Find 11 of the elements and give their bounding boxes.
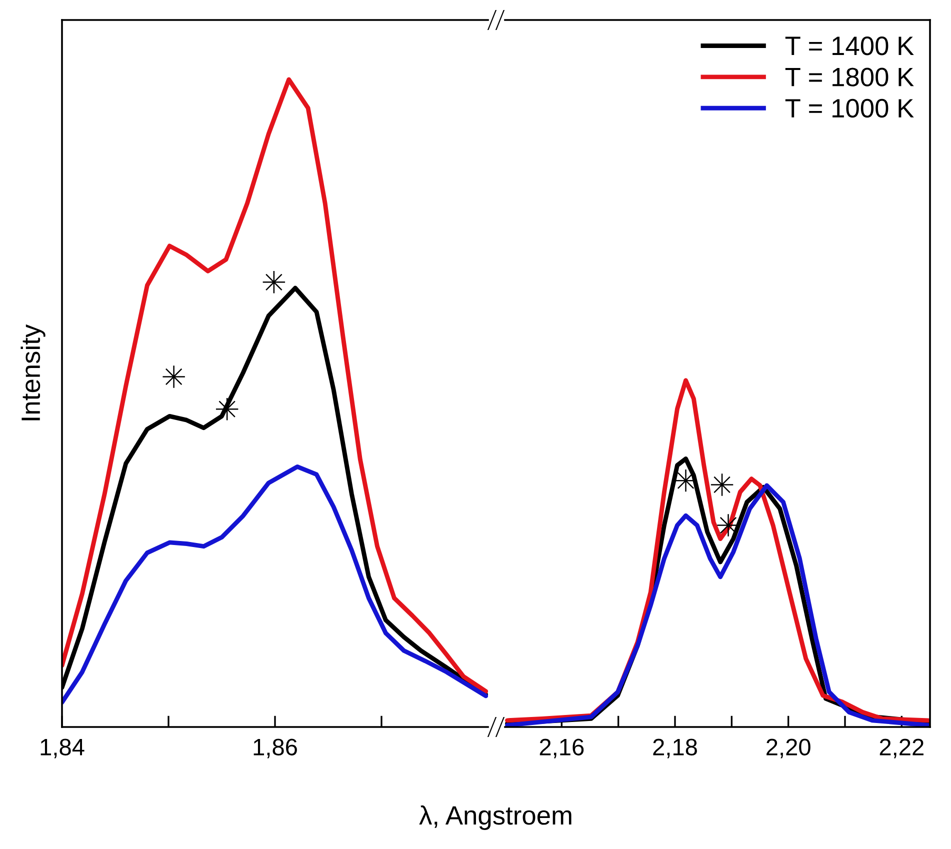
x-tick-label: 1,86 (254, 738, 297, 758)
x-tick-label: 2,16 (540, 738, 584, 758)
legend-label: T = 1000 K (785, 98, 914, 118)
x-tick-label: 2,20 (766, 738, 810, 758)
y-axis-title: Intensity (20, 324, 46, 420)
x-tick-label: 1,84 (40, 738, 84, 758)
x-tick-label: 2,18 (653, 738, 697, 758)
x-tick-label: 2,22 (880, 738, 924, 758)
x-axis-title: λ, Angstroem (419, 805, 572, 830)
legend-label: T = 1400 K (785, 36, 914, 56)
legend-label: T = 1800 K (785, 68, 914, 86)
